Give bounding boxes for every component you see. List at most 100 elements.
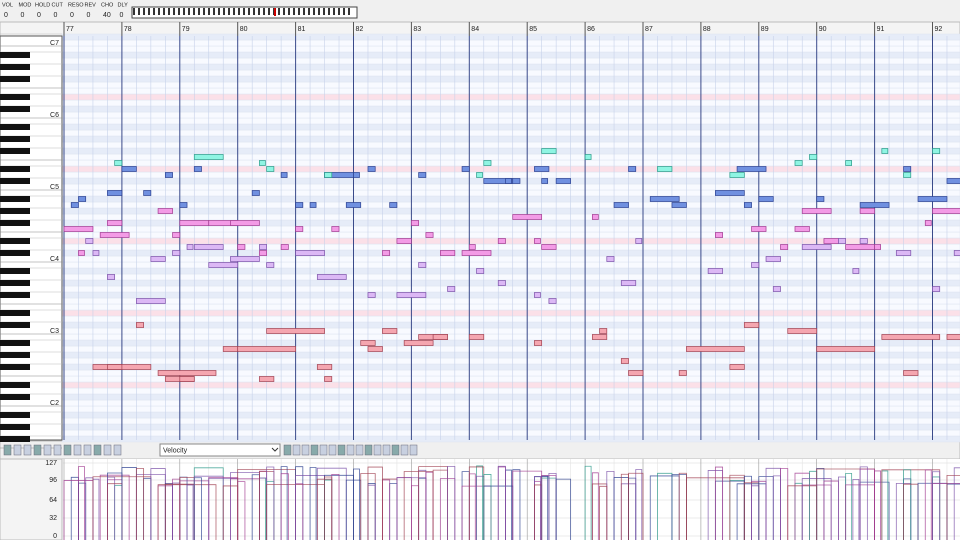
black-key [0, 352, 30, 358]
note [881, 148, 889, 154]
note [396, 238, 412, 244]
grid-row [61, 255, 960, 263]
note [193, 154, 224, 160]
note [172, 232, 181, 238]
tool-icon[interactable] [83, 444, 92, 456]
grid-row [61, 93, 960, 101]
note [649, 196, 680, 202]
note [801, 208, 832, 214]
note [534, 340, 543, 346]
grid-row [61, 303, 960, 311]
velocity-bar [852, 479, 860, 540]
tool-icon[interactable] [43, 444, 52, 456]
tool-icon[interactable] [3, 444, 12, 456]
control-value: 0 [70, 12, 74, 19]
note [280, 172, 288, 178]
note [881, 334, 941, 340]
tool-icon[interactable] [319, 444, 328, 456]
velocity-pane [0, 459, 960, 540]
grid-row [61, 327, 960, 335]
tool-icon[interactable] [346, 444, 355, 456]
measure-number: 85 [529, 26, 537, 33]
velocity-bar [447, 465, 456, 540]
tool-icon[interactable] [93, 444, 102, 456]
velocity-bar [859, 466, 868, 540]
note [548, 298, 557, 304]
note [418, 172, 427, 178]
control-name: DLY [118, 2, 129, 8]
note [787, 328, 818, 334]
grid-row [61, 351, 960, 359]
control-value: 0 [54, 12, 58, 19]
black-key [0, 220, 30, 226]
note [99, 232, 130, 238]
grid-row [61, 399, 960, 407]
black-key [0, 280, 30, 286]
tool-icon[interactable] [301, 444, 310, 456]
tool-icon[interactable] [113, 444, 122, 456]
toolbar [0, 440, 960, 460]
grid-row [61, 135, 960, 143]
velocity-bar [555, 478, 572, 540]
black-key [0, 52, 30, 58]
grid-row [61, 309, 960, 317]
tool-icon[interactable] [13, 444, 22, 456]
tool-icon[interactable] [23, 444, 32, 456]
note [758, 196, 774, 202]
tool-icon[interactable] [355, 444, 364, 456]
tool-icon[interactable] [73, 444, 82, 456]
measure-number: 77 [66, 26, 74, 33]
note [584, 154, 592, 160]
note [382, 328, 398, 334]
note [628, 370, 644, 376]
note [259, 376, 275, 382]
note [295, 226, 304, 232]
tool-icon[interactable] [292, 444, 301, 456]
grid-row [61, 111, 960, 119]
velocity-bar [324, 476, 333, 540]
velocity-bar [599, 485, 608, 540]
velocity-bar [309, 467, 317, 540]
grid-row [61, 141, 960, 149]
tool-icon[interactable] [33, 444, 42, 456]
note [505, 178, 512, 184]
octave-label: C2 [50, 400, 59, 407]
tool-icon[interactable] [63, 444, 72, 456]
note [266, 328, 325, 334]
note [461, 166, 470, 172]
note [715, 190, 745, 196]
tool-icon[interactable] [328, 444, 337, 456]
control-value: 0 [120, 12, 124, 19]
velocity-scale: 0 [53, 533, 57, 540]
note [447, 286, 456, 292]
tool-icon[interactable] [283, 444, 292, 456]
black-key [0, 268, 30, 274]
black-key [0, 178, 30, 184]
tool-icon[interactable] [373, 444, 382, 456]
grid-row [61, 129, 960, 137]
parameter-select[interactable] [159, 443, 281, 457]
note [389, 202, 398, 208]
note [903, 370, 919, 376]
control-value: 0 [4, 12, 8, 19]
note [107, 220, 123, 226]
tool-icon[interactable] [382, 444, 391, 456]
tool-icon[interactable] [391, 444, 400, 456]
tool-icon[interactable] [364, 444, 373, 456]
tool-icon[interactable] [103, 444, 112, 456]
note [497, 238, 506, 244]
velocity-bar [483, 474, 492, 540]
measure-number: 83 [413, 26, 421, 33]
grid-row [61, 183, 960, 191]
tool-icon[interactable] [337, 444, 346, 456]
note [845, 160, 853, 166]
tool-icon[interactable] [310, 444, 319, 456]
tool-icon[interactable] [53, 444, 62, 456]
grid-row [61, 75, 960, 83]
tool-icon[interactable] [400, 444, 409, 456]
velocity-bar [953, 467, 960, 540]
note [715, 232, 723, 238]
note [222, 346, 239, 352]
grid-row [61, 333, 960, 341]
tool-icon[interactable] [409, 444, 418, 456]
